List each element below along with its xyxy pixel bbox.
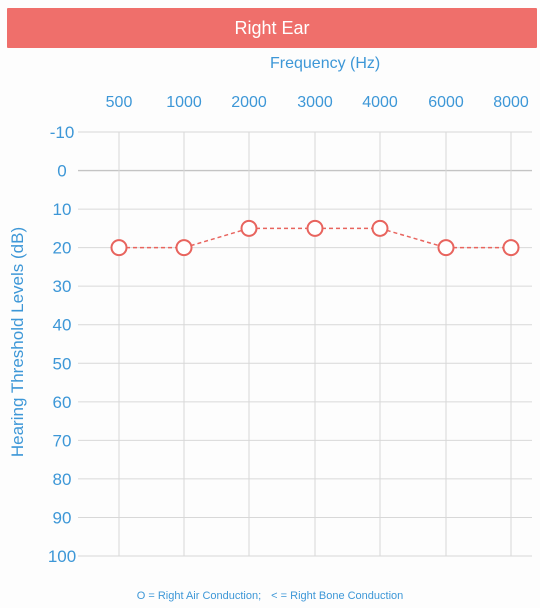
series-segment <box>183 227 250 249</box>
air-conduction-marker <box>306 219 324 237</box>
air-conduction-marker <box>240 219 258 237</box>
air-conduction-marker <box>110 239 128 257</box>
y-tick-label: 10 <box>53 200 72 219</box>
y-tick-label: 90 <box>53 508 72 527</box>
x-tick-label: 8000 <box>493 94 529 111</box>
y-tick-label: 0 <box>57 162 66 181</box>
x-tick-label: 1000 <box>166 94 202 111</box>
x-tick-label: 6000 <box>428 94 464 111</box>
y-tick-labels: -10 0 10 20 30 40 50 60 70 80 90 100 <box>48 123 76 566</box>
x-tick-label: 3000 <box>297 94 333 111</box>
chart-legend: O = Right Air Conduction; < = Right Bone … <box>0 590 540 602</box>
air-conduction-marker <box>502 239 520 257</box>
x-axis-title: Frequency (Hz) <box>270 55 381 72</box>
header-bar: Right Ear <box>7 8 537 48</box>
grid-layer <box>78 131 532 557</box>
y-tick-label: -10 <box>50 123 75 142</box>
y-tick-label: 100 <box>48 547 76 566</box>
legend-air-conduction: O = Right Air Conduction; <box>136 590 262 602</box>
air-conduction-marker <box>175 239 193 257</box>
y-tick-label: 20 <box>53 239 72 258</box>
air-conduction-marker <box>371 219 389 237</box>
series-markers <box>110 219 520 257</box>
series-segment <box>379 227 447 249</box>
y-tick-label: 30 <box>53 277 72 296</box>
x-tick-label: 4000 <box>362 94 398 111</box>
x-tick-label: 500 <box>106 94 133 111</box>
air-conduction-marker <box>437 239 455 257</box>
y-axis-title: Hearing Threshold Levels (dB) <box>8 227 27 457</box>
chart-header-title: Right Ear <box>234 18 310 38</box>
y-tick-label: 60 <box>53 393 72 412</box>
legend-bone-conduction: < = Right Bone Conduction <box>271 590 404 602</box>
y-tick-label: 40 <box>53 316 72 335</box>
y-tick-label: 80 <box>53 470 72 489</box>
x-tick-label: 2000 <box>231 94 267 111</box>
y-tick-label: 50 <box>53 354 72 373</box>
y-tick-label: 70 <box>53 431 72 450</box>
series-lines <box>119 227 511 249</box>
x-tick-labels: 500 1000 2000 3000 4000 6000 8000 <box>106 94 529 111</box>
